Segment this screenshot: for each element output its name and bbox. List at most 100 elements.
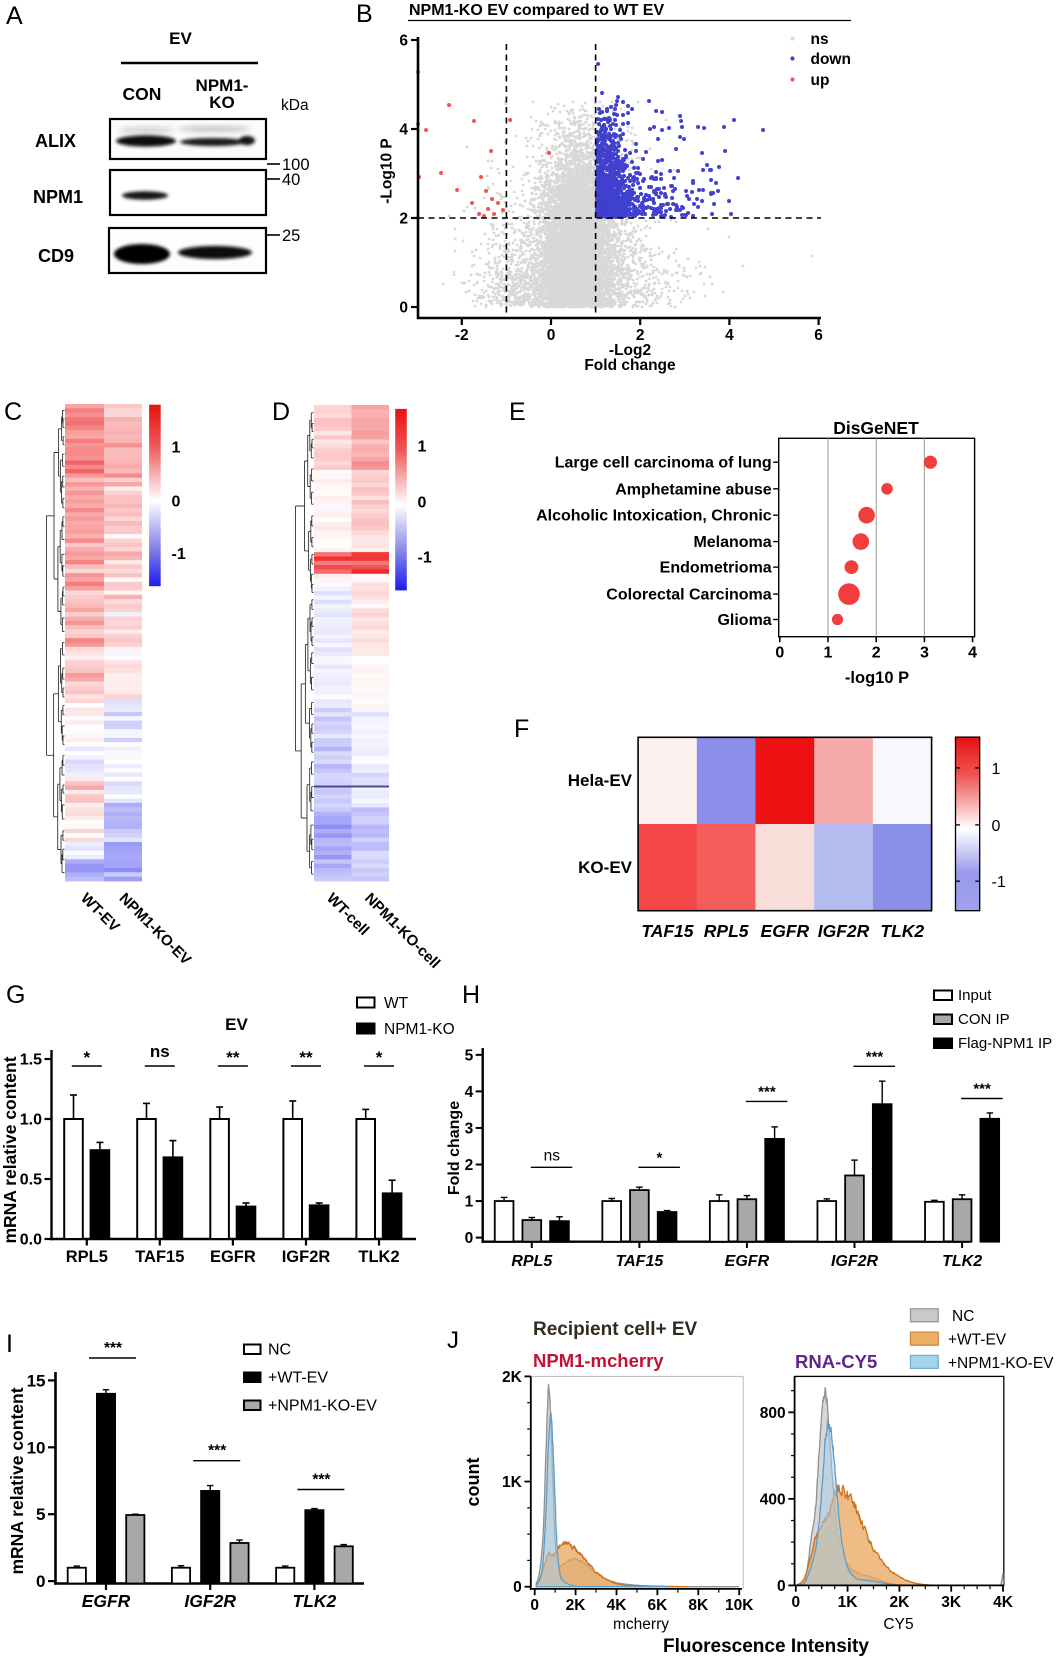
svg-text:1: 1 xyxy=(172,440,181,457)
svg-text:0: 0 xyxy=(530,1597,539,1614)
svg-text:0: 0 xyxy=(775,645,784,662)
svg-text:1K: 1K xyxy=(502,1474,523,1491)
svg-text:A: A xyxy=(6,2,23,30)
svg-text:5: 5 xyxy=(465,1047,474,1064)
svg-text:3: 3 xyxy=(920,645,929,662)
svg-text:***: *** xyxy=(758,1083,776,1100)
svg-text:-Log10 P: -Log10 P xyxy=(379,138,396,203)
svg-text:Fold change: Fold change xyxy=(446,1101,463,1195)
svg-text:400: 400 xyxy=(760,1491,786,1508)
svg-text:kDa: kDa xyxy=(281,97,309,114)
svg-text:NC: NC xyxy=(268,1342,291,1359)
svg-text:0.5: 0.5 xyxy=(20,1172,42,1189)
svg-text:0: 0 xyxy=(791,1594,800,1611)
svg-text:4K: 4K xyxy=(993,1594,1014,1611)
svg-text:3: 3 xyxy=(465,1120,474,1137)
svg-text:40: 40 xyxy=(282,171,300,189)
svg-text:WT: WT xyxy=(384,995,409,1012)
svg-text:IGF2R: IGF2R xyxy=(282,1248,331,1266)
svg-text:4: 4 xyxy=(399,122,408,139)
svg-text:EGFR: EGFR xyxy=(82,1591,131,1611)
svg-text:6K: 6K xyxy=(647,1597,668,1614)
svg-text:1K: 1K xyxy=(838,1594,859,1611)
svg-text:0: 0 xyxy=(172,494,181,511)
svg-text:1.5: 1.5 xyxy=(20,1052,42,1069)
svg-text:CY5: CY5 xyxy=(883,1616,913,1633)
svg-text:Fluorescence Intensity: Fluorescence Intensity xyxy=(663,1636,869,1657)
svg-text:EGFR: EGFR xyxy=(761,921,810,941)
svg-text:Fold change: Fold change xyxy=(584,357,676,374)
svg-text:Amphetamine abuse: Amphetamine abuse xyxy=(615,481,772,498)
svg-text:RPL5: RPL5 xyxy=(66,1248,108,1266)
svg-text:**: ** xyxy=(226,1048,240,1067)
svg-text:H: H xyxy=(462,981,480,1009)
svg-text:C: C xyxy=(4,398,22,426)
svg-text:EV: EV xyxy=(169,29,192,48)
svg-text:Large cell carcinoma of lung: Large cell carcinoma of lung xyxy=(555,455,772,472)
svg-text:6: 6 xyxy=(814,327,823,344)
svg-text:Glioma: Glioma xyxy=(717,612,771,629)
svg-text:G: G xyxy=(6,981,25,1009)
svg-text:-1: -1 xyxy=(418,550,432,567)
svg-text:Input: Input xyxy=(958,987,992,1004)
svg-text:3K: 3K xyxy=(941,1594,962,1611)
svg-text:IGF2R: IGF2R xyxy=(831,1253,879,1270)
svg-text:Flag-NPM1 IP: Flag-NPM1 IP xyxy=(958,1035,1052,1052)
svg-text:ns: ns xyxy=(811,31,829,48)
svg-text:*: * xyxy=(656,1149,662,1166)
svg-text:Colorectal Carcinoma: Colorectal Carcinoma xyxy=(606,587,771,604)
svg-text:+NPM1-KO-EV: +NPM1-KO-EV xyxy=(268,1398,377,1415)
svg-text:NC: NC xyxy=(952,1308,974,1325)
svg-text:2: 2 xyxy=(465,1157,474,1174)
svg-text:+WT-EV: +WT-EV xyxy=(948,1332,1007,1349)
svg-text:2: 2 xyxy=(636,327,645,344)
svg-text:KO-EV: KO-EV xyxy=(578,858,633,877)
svg-text:TLK2: TLK2 xyxy=(358,1248,399,1266)
svg-text:2K: 2K xyxy=(502,1369,523,1386)
svg-text:0: 0 xyxy=(399,300,408,317)
svg-text:EV: EV xyxy=(225,1015,248,1034)
svg-text:0.0: 0.0 xyxy=(20,1232,42,1249)
svg-text:0: 0 xyxy=(36,1572,45,1591)
svg-text:TLK2: TLK2 xyxy=(293,1591,337,1611)
svg-text:5: 5 xyxy=(36,1505,45,1524)
svg-text:-1: -1 xyxy=(172,546,186,563)
svg-text:TAF15: TAF15 xyxy=(616,1253,665,1270)
svg-text:E: E xyxy=(509,398,526,426)
svg-text:NPM1-: NPM1- xyxy=(196,76,249,95)
svg-text:KO: KO xyxy=(209,93,235,112)
svg-text:4K: 4K xyxy=(607,1597,628,1614)
svg-text:***: *** xyxy=(866,1048,884,1065)
svg-text:-log10 P: -log10 P xyxy=(845,669,909,687)
svg-text:B: B xyxy=(356,0,373,28)
svg-text:ns: ns xyxy=(150,1042,170,1061)
svg-text:15: 15 xyxy=(27,1371,46,1390)
svg-text:CON IP: CON IP xyxy=(958,1011,1010,1028)
svg-text:Endometrioma: Endometrioma xyxy=(660,560,772,577)
svg-text:0: 0 xyxy=(418,495,427,512)
svg-text:2: 2 xyxy=(872,645,881,662)
svg-text:6: 6 xyxy=(399,33,408,50)
svg-text:TLK2: TLK2 xyxy=(880,921,924,941)
svg-text:-1: -1 xyxy=(992,874,1006,891)
svg-text:2: 2 xyxy=(399,211,408,228)
svg-text:+WT-EV: +WT-EV xyxy=(268,1370,328,1387)
svg-text:TAF15: TAF15 xyxy=(135,1248,184,1266)
svg-text:8K: 8K xyxy=(688,1597,709,1614)
svg-text:J: J xyxy=(447,1327,459,1354)
svg-text:800: 800 xyxy=(760,1405,786,1422)
svg-text:-2: -2 xyxy=(455,327,469,344)
svg-text:down: down xyxy=(811,51,851,68)
svg-text:**: ** xyxy=(299,1048,313,1067)
svg-text:IGF2R: IGF2R xyxy=(184,1591,236,1611)
svg-text:1.0: 1.0 xyxy=(20,1112,42,1129)
svg-text:0: 0 xyxy=(465,1230,474,1247)
svg-text:2K: 2K xyxy=(889,1594,910,1611)
svg-text:CON: CON xyxy=(123,84,162,104)
svg-text:Alcoholic Intoxication, Chroni: Alcoholic Intoxication, Chronic xyxy=(536,508,772,525)
svg-text:0: 0 xyxy=(992,818,1001,835)
svg-text:1: 1 xyxy=(992,761,1001,778)
svg-text:ns: ns xyxy=(544,1147,561,1164)
svg-text:IGF2R: IGF2R xyxy=(818,921,870,941)
svg-text:100: 100 xyxy=(282,156,310,174)
